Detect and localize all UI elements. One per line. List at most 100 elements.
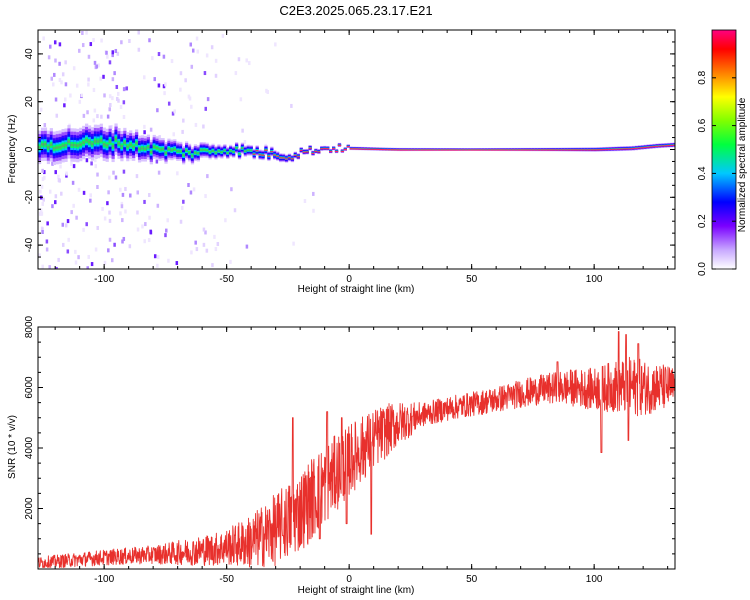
band-cell [79,143,83,146]
spectrogram-y-tick-label: -20 [24,190,35,205]
band-cell [234,147,239,149]
band-cell [340,150,345,153]
noise-cell [156,203,160,208]
noise-cell [182,199,185,204]
band-cell [38,144,42,151]
noise-cell [189,190,193,195]
noise-cell [167,258,170,263]
noise-cell [173,109,176,114]
noise-cell [148,193,151,198]
spectrogram-y-tick-label: 20 [24,96,35,108]
noise-cell [54,200,57,205]
band-cell [82,141,86,144]
noise-cell [64,97,67,102]
noise-cell [119,211,122,216]
noise-cell [101,206,104,211]
band-cell [364,148,368,150]
band-cell [129,142,133,148]
band-cell [93,138,98,145]
band-cell [587,149,591,151]
noise-cell [113,71,116,76]
noise-cell [89,42,93,47]
noise-cell [81,30,84,35]
noise-cell [39,189,42,194]
noise-cell [105,50,108,55]
band-cell [261,154,265,156]
noise-cell [143,199,146,204]
band-cell [667,145,671,147]
band-cell [185,149,189,152]
noise-cell [292,241,295,246]
noise-cell [70,210,73,215]
noise-cell [112,170,115,175]
noise-cell [103,216,107,221]
band-cell [70,141,74,149]
noise-cell [206,97,210,102]
colorbar-tick-label: 0.0 [697,262,708,276]
band-cell [79,141,83,148]
band-cell [467,149,471,151]
noise-cell [120,201,124,206]
band-cell [614,148,618,150]
noise-cell [135,174,139,179]
noise-cell [94,158,97,163]
noise-cell [182,118,185,123]
band-cell [120,144,124,148]
band-cell [499,149,503,151]
noise-cell [111,77,115,82]
band-cell [170,149,174,151]
noise-cell [181,129,184,134]
band-cell [179,150,183,153]
band-cell [276,155,280,157]
band-cell [567,149,571,151]
band-cell [217,150,221,152]
noise-cell [116,91,120,96]
noise-cell [233,208,237,213]
band-cell [87,139,92,146]
noise-cell [121,218,124,223]
band-cell [49,141,53,148]
snr-line [38,331,675,568]
spectrogram-x-axis: -100 -50 0 50 100 [54,30,669,285]
noise-cell [60,191,63,196]
band-cell [552,149,556,151]
band-cell [520,149,524,151]
band-cell [670,144,674,147]
band-cell [484,149,489,151]
band-cell [249,149,253,152]
band-cell [211,149,215,153]
band-cell [135,142,139,145]
noise-cell [48,189,52,194]
band-cell [93,140,98,143]
snr-x-tick-label: -50 [219,574,234,585]
noise-cell [184,78,187,83]
band-cell [646,146,650,148]
band-cell [202,148,206,152]
noise-cell [196,49,200,54]
noise-cell [241,128,244,133]
noise-cell [45,247,49,252]
band-cell [417,149,421,151]
band-cell [46,146,51,149]
noise-cell [128,244,132,249]
band-cell [108,140,112,144]
signal-band [38,123,675,166]
chart-title: C2E3.2025.065.23.17.E21 [279,3,432,18]
band-cell [108,138,112,145]
noise-cell [156,255,160,260]
band-cell [232,151,236,153]
noise-cell [59,164,62,169]
noise-cell [119,187,122,192]
noise-cell [312,191,315,196]
band-cell [176,149,180,153]
noise-cell [87,77,90,82]
noise-cell [245,244,249,249]
noise-cell [49,44,52,49]
band-cell [461,149,465,151]
band-cell [584,149,589,151]
noise-cell [106,114,110,119]
band-cell [505,149,509,151]
noise-cell [164,233,167,238]
noise-cell [87,254,90,259]
noise-cell [108,175,111,180]
